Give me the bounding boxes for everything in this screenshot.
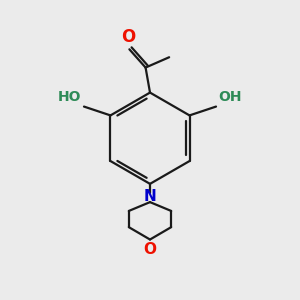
Text: O: O: [121, 28, 135, 46]
Text: N: N: [144, 189, 156, 204]
Text: HO: HO: [58, 90, 82, 104]
Text: OH: OH: [218, 90, 242, 104]
Text: O: O: [143, 242, 157, 257]
